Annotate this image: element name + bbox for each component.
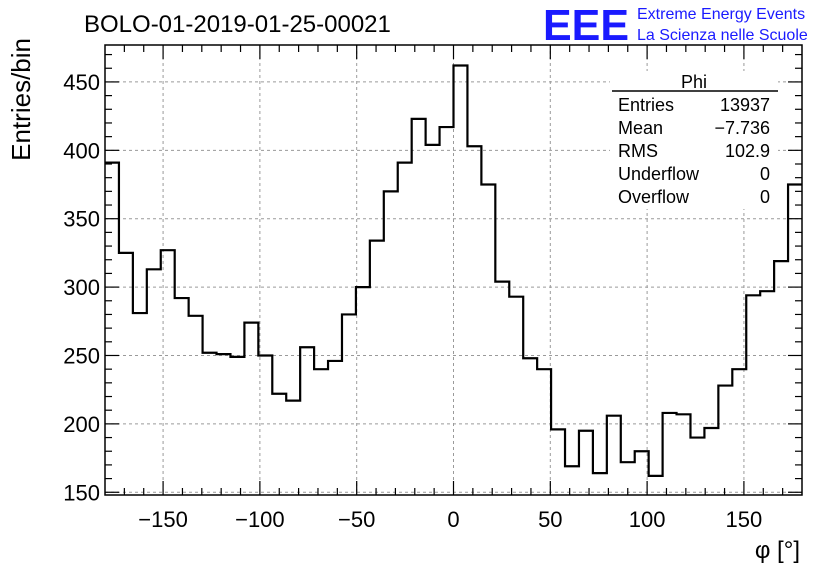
x-tick-label: 50 xyxy=(538,507,562,532)
y-axis-label: Entries/bin xyxy=(6,38,36,161)
stats-title: Phi xyxy=(681,72,707,92)
stats-row-value: 13937 xyxy=(720,95,770,115)
logo-line-2: La Scienza nelle Scuole xyxy=(637,27,808,44)
x-tick-label: 100 xyxy=(629,507,666,532)
y-tick-label: 150 xyxy=(63,480,100,505)
stats-rows: Entries 13937 Mean −7.736 RMS 102.9 Underflow 0… xyxy=(618,95,770,207)
eee-logo-mark: EEE xyxy=(543,1,629,50)
y-tick-label: 400 xyxy=(63,138,100,163)
stats-row-value: 0 xyxy=(760,164,770,184)
stats-row-label: Overflow xyxy=(618,187,690,207)
stats-row-value: 102.9 xyxy=(725,141,770,161)
stats-row-label: Underflow xyxy=(618,164,700,184)
stats-row-value: 0 xyxy=(760,187,770,207)
plot-frame xyxy=(104,44,803,496)
y-tick-label: 450 xyxy=(63,70,100,95)
x-tick-label: −100 xyxy=(235,507,285,532)
logo-line-1: Extreme Energy Events xyxy=(637,6,805,23)
y-tick-label: 250 xyxy=(63,343,100,368)
y-tick-label: 350 xyxy=(63,207,100,232)
x-tick-label: 0 xyxy=(447,507,459,532)
stats-row-label: Entries xyxy=(618,95,674,115)
stats-row-label: RMS xyxy=(618,141,658,161)
axis-ticks xyxy=(105,45,802,495)
x-tick-label: −150 xyxy=(138,507,188,532)
stats-box: Phi Entries 13937 Mean −7.736 RMS 102.9 Underf… xyxy=(610,71,778,209)
y-tick-label: 300 xyxy=(63,275,100,300)
histogram-series xyxy=(105,64,802,477)
x-axis-tick-labels: −150 −100 −50 0 50 100 150 xyxy=(138,507,762,532)
x-tick-label: −50 xyxy=(338,507,375,532)
chart-title: BOLO-01-2019-01-25-00021 xyxy=(84,11,391,38)
stats-box-bg xyxy=(610,71,778,209)
y-axis-tick-labels: 150 200 250 300 350 400 450 xyxy=(63,70,100,505)
eee-logo: EEE Extreme Energy Events La Scienza nel… xyxy=(543,1,808,50)
y-tick-label: 200 xyxy=(63,412,100,437)
x-tick-label: 150 xyxy=(726,507,763,532)
x-axis-label: φ [°] xyxy=(755,537,800,564)
stats-row-label: Mean xyxy=(618,118,663,138)
stats-row-value: −7.736 xyxy=(714,118,770,138)
